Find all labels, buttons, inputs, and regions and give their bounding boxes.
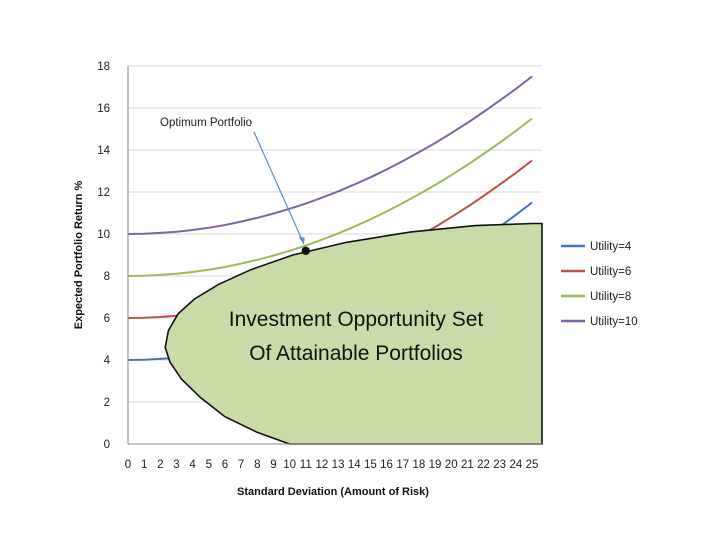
legend-label-utility-4: Utility=4 — [590, 241, 632, 253]
y-axis-title: Expected Portfolio Return % — [73, 181, 85, 330]
y-tick-label: 0 — [104, 439, 110, 451]
x-tick-label: 13 — [332, 459, 345, 471]
x-tick-label: 6 — [222, 459, 228, 471]
y-tick-label: 10 — [97, 229, 110, 241]
x-tick-label: 22 — [477, 459, 490, 471]
optimum-annotation: Optimum Portfolio — [160, 117, 310, 255]
x-tick-label: 24 — [509, 459, 522, 471]
legend: Utility=4 Utility=6 Utility=8 Utility=10 — [561, 241, 638, 328]
x-tick-label: 9 — [270, 459, 276, 471]
y-tick-label: 12 — [97, 187, 110, 199]
legend-label-utility-8: Utility=8 — [590, 291, 631, 303]
x-tick-label: 19 — [429, 459, 442, 471]
x-tick-label: 8 — [254, 459, 260, 471]
y-tick-label: 14 — [97, 145, 110, 157]
y-tick-label: 2 — [104, 397, 110, 409]
annotation-arrow — [253, 131, 305, 245]
x-tick-label: 17 — [396, 459, 409, 471]
x-tick-label: 1 — [141, 459, 147, 471]
y-tick-label: 4 — [104, 355, 111, 367]
y-tick-label: 8 — [104, 271, 110, 283]
region-label-line1: Investment Opportunity Set — [229, 308, 484, 331]
legend-label-utility-10: Utility=10 — [590, 316, 638, 328]
x-tick-label: 3 — [173, 459, 179, 471]
x-tick-label: 5 — [206, 459, 212, 471]
y-tick-label: 16 — [97, 103, 110, 115]
y-tick-labels: 0 2 4 6 8 10 12 14 16 18 — [97, 61, 110, 451]
x-tick-label: 20 — [445, 459, 458, 471]
x-tick-label: 4 — [189, 459, 196, 471]
x-tick-label: 23 — [493, 459, 506, 471]
series-line-utility-10 — [127, 75, 533, 235]
x-tick-label: 7 — [238, 459, 244, 471]
x-tick-label: 11 — [300, 459, 312, 471]
y-tick-label: 6 — [104, 313, 110, 325]
y-tick-label: 18 — [97, 61, 110, 73]
x-tick-label: 14 — [348, 459, 361, 471]
x-tick-label: 15 — [364, 459, 377, 471]
x-tick-label: 16 — [380, 459, 393, 471]
x-tick-label: 18 — [412, 459, 425, 471]
x-tick-label: 0 — [125, 459, 131, 471]
x-tick-label: 25 — [526, 459, 539, 471]
x-tick-label: 10 — [283, 459, 296, 471]
x-tick-labels: 0 1 2 3 4 5 6 7 8 9 10 11 12 13 14 15 16 17 18 19 20 21 22 23 24… — [125, 459, 539, 471]
x-axis-title: Standard Deviation (Amount of Risk) — [237, 486, 429, 498]
legend-label-utility-6: Utility=6 — [590, 266, 631, 278]
series-line-utility-8 — [127, 117, 533, 277]
axes — [127, 66, 542, 445]
optimum-portfolio-point — [301, 246, 310, 255]
opportunity-set-area — [164, 222, 543, 445]
optimum-portfolio-label: Optimum Portfolio — [160, 117, 252, 129]
x-tick-label: 12 — [316, 459, 329, 471]
x-tick-label: 21 — [461, 459, 474, 471]
x-tick-label: 2 — [157, 459, 163, 471]
region-label-line2: Of Attainable Portfolios — [249, 342, 463, 365]
annotation-arrowhead — [298, 236, 305, 245]
opportunity-set-region — [164, 222, 543, 445]
